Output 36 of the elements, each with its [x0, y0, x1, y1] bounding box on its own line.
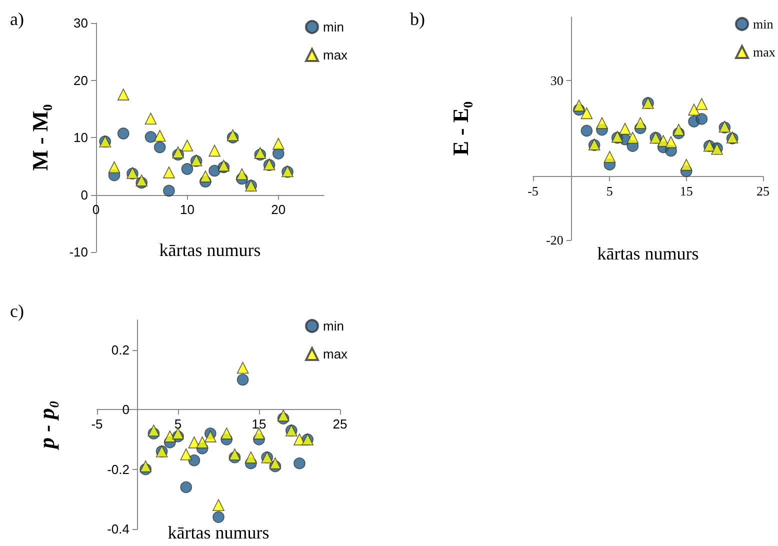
x-axis-title: kārtas numurs [597, 243, 699, 264]
x-tick-label: 15 [252, 416, 266, 432]
x-axis-title: kārtas numurs [168, 522, 270, 543]
x-tick-label: 20 [271, 202, 286, 217]
y-axis-title: p - p₀ [34, 400, 59, 450]
legend-label: max [323, 346, 348, 362]
x-tick-label: -5 [91, 416, 103, 432]
legend-label: min [323, 20, 344, 34]
y-tick-label: 10 [74, 130, 88, 145]
y-tick-label: 20 [74, 72, 88, 88]
chart-title: b) [410, 9, 425, 29]
y-axis-title: M - M₀ [28, 104, 52, 171]
y-tick-label: 30 [74, 16, 88, 30]
x-tick-label: 5 [606, 183, 613, 198]
x-tick-label: 0 [92, 202, 100, 217]
legend-label: max [323, 48, 348, 62]
x-tick-label: -5 [528, 183, 538, 198]
legend-label: max [753, 44, 776, 60]
y-axis-title: E - E₀ [448, 100, 473, 156]
x-tick-label: 25 [332, 416, 348, 432]
y-tick-label: 0.2 [111, 342, 130, 358]
y-tick-label: -0.4 [107, 522, 130, 536]
y-tick-label: -20 [546, 232, 564, 248]
x-axis-title: kārtas numurs [159, 240, 261, 260]
y-tick-label: -10 [69, 244, 88, 260]
chart-title: a) [10, 9, 24, 29]
legend-label: min [323, 318, 344, 334]
y-tick-label: 30 [550, 73, 564, 88]
x-tick-label: 15 [680, 183, 693, 198]
y-tick-label: -0.2 [107, 462, 130, 477]
x-tick-label: 25 [756, 183, 770, 198]
chart-title: c) [10, 301, 24, 321]
x-tick-label: 5 [174, 416, 182, 432]
y-tick-label: 0 [122, 402, 130, 418]
legend-label: min [753, 16, 774, 32]
x-tick-label: 10 [180, 202, 194, 217]
